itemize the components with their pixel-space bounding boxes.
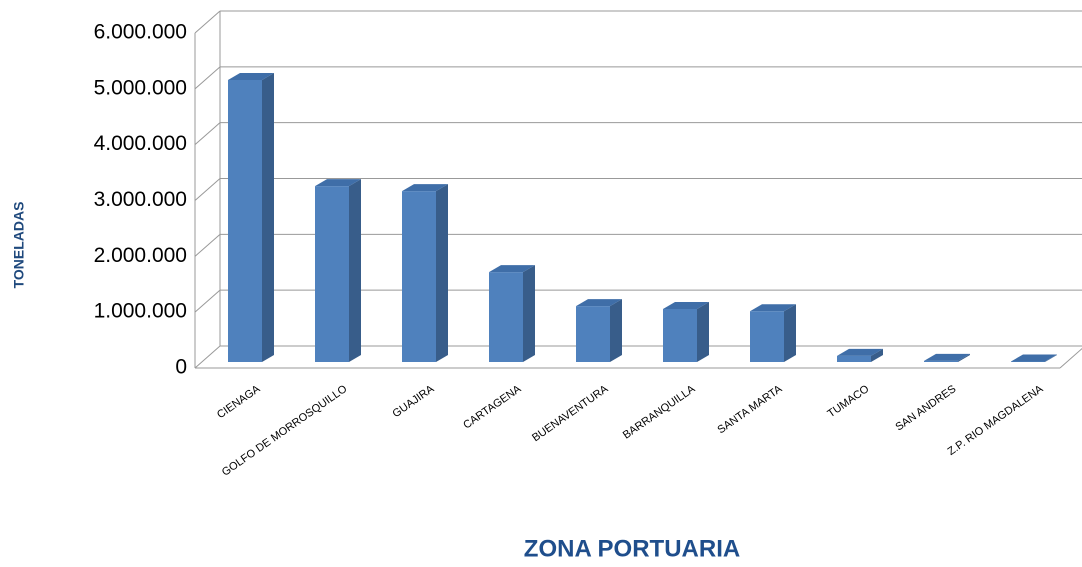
bar-front: [315, 186, 349, 362]
y-tick-label: 3.000.000: [94, 188, 187, 211]
x-tick-label: GUAJIRA: [390, 383, 436, 421]
bar-front: [663, 308, 697, 362]
bar: [228, 73, 274, 363]
bar-top: [924, 353, 970, 361]
bar-side: [262, 73, 274, 363]
x-tick-label: CIENAGA: [215, 383, 263, 422]
x-tick-label: TUMACO: [825, 383, 871, 420]
bar-side: [436, 184, 448, 362]
grid-line-side: [194, 345, 221, 369]
bar: [837, 348, 883, 362]
y-tick-label: 4.000.000: [94, 132, 187, 155]
grid-line-side: [194, 178, 221, 201]
bar-top: [315, 179, 361, 187]
bar-side: [1045, 354, 1057, 362]
bar: [402, 184, 448, 362]
bar-top: [750, 304, 796, 312]
bar-side: [349, 179, 361, 362]
grid-line-side: [194, 66, 221, 90]
bar-side: [697, 301, 709, 362]
bar-top: [576, 299, 622, 307]
bar-side: [610, 299, 622, 362]
x-tick-label: CARTAGENA: [461, 383, 524, 432]
bar-side: [958, 353, 970, 362]
bar-top: [402, 184, 448, 192]
x-axis-title: ZONA PORTUARIA: [524, 535, 740, 562]
grid-line-side: [194, 122, 221, 146]
bar-front: [837, 355, 871, 362]
grid-line-side: [194, 289, 221, 313]
y-tick-label: 0: [175, 356, 187, 379]
bar-front: [228, 80, 262, 363]
y-tick-label: 2.000.000: [94, 244, 187, 267]
bar-side: [523, 265, 535, 362]
grid-line-side: [194, 10, 221, 34]
y-tick-label: 6.000.000: [94, 21, 187, 44]
bar-top: [663, 301, 709, 309]
bar-top: [228, 73, 274, 81]
x-tick-label: Z.P. RIO MAGDALENA: [946, 383, 1046, 458]
bar: [663, 301, 709, 362]
bar: [576, 299, 622, 362]
x-tick-label: BUENAVENTURA: [530, 383, 611, 445]
bar-side: [784, 304, 796, 362]
bar-top: [1011, 354, 1057, 362]
bar-front: [1011, 361, 1045, 362]
bar: [924, 353, 970, 362]
y-axis-title: TONELADAS: [11, 202, 27, 289]
x-tick-label: SANTA MARTA: [715, 383, 785, 437]
bar: [315, 179, 361, 362]
y-tick-label: 1.000.000: [94, 300, 187, 323]
bar-front: [924, 360, 958, 362]
bar-front: [402, 191, 436, 362]
bar-side: [871, 348, 883, 362]
bar: [750, 304, 796, 362]
bar-front: [489, 272, 523, 362]
bar: [1011, 354, 1057, 362]
x-tick-label: BARRANQUILLA: [621, 383, 698, 442]
y-tick-label: 5.000.000: [94, 76, 187, 99]
bar-front: [750, 311, 784, 362]
grid-line-side: [194, 233, 221, 257]
bar: [489, 265, 535, 362]
floor-right: [1059, 347, 1082, 369]
bar-front: [576, 306, 610, 362]
x-tick-label: SAN ANDRES: [893, 383, 958, 434]
bar-top: [489, 265, 535, 273]
bar-top: [837, 348, 883, 356]
